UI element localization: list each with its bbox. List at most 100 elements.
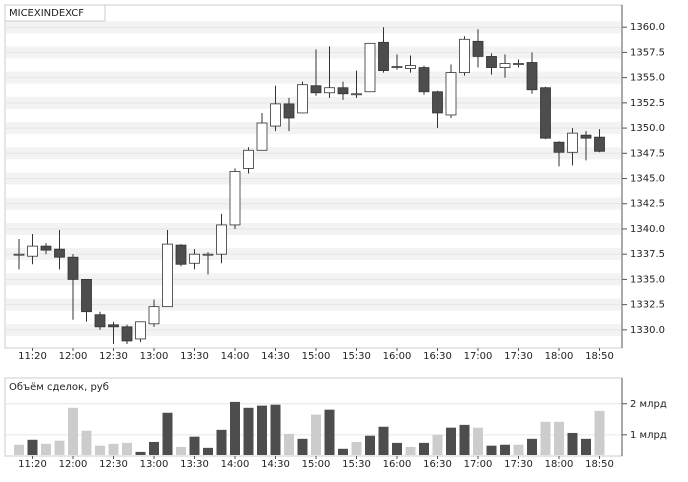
candle-body	[513, 63, 524, 65]
volume-bar	[81, 430, 92, 455]
x-tick-label: 17:30	[504, 351, 533, 362]
volume-bar	[311, 414, 321, 455]
candle-body	[297, 84, 308, 114]
x-tick-label: 16:30	[423, 351, 452, 362]
x-tick-label: 13:30	[180, 351, 209, 362]
volume-bar	[284, 433, 294, 455]
volume-bar	[419, 442, 429, 455]
candle-body	[445, 72, 457, 116]
candle-body	[594, 136, 605, 152]
candle-body	[202, 253, 214, 256]
candle-body	[27, 245, 38, 257]
volume-bar	[135, 451, 146, 455]
volume-bar	[365, 435, 375, 455]
x-tick-label: 16:30	[423, 459, 452, 470]
x-tick-label: 16:00	[383, 351, 412, 362]
candle-body	[486, 56, 497, 68]
y-tick-label: 1360.0	[630, 22, 665, 33]
y-tick-label: 1350.0	[630, 123, 665, 134]
x-tick-label: 15:30	[342, 351, 371, 362]
y-tick-label: 1345.0	[630, 174, 665, 185]
volume-bar	[446, 427, 456, 455]
candle-body	[499, 63, 511, 68]
volume-bar	[378, 426, 389, 455]
volume-bar	[189, 436, 200, 455]
x-tick-label: 12:00	[59, 459, 88, 470]
y-tick-label: 2 млрд	[630, 399, 667, 410]
x-tick-label: 14:00	[221, 351, 250, 362]
candle-body	[243, 149, 254, 169]
x-tick-label: 17:00	[464, 351, 493, 362]
candle-body	[162, 243, 173, 308]
candle-body	[94, 314, 106, 328]
y-tick-label: 1332.5	[630, 300, 665, 311]
x-tick-label: 13:00	[140, 351, 169, 362]
volume-bar	[176, 446, 186, 455]
volume-bar	[500, 444, 510, 455]
candle-body	[405, 65, 416, 69]
x-tick-label: 11:20	[18, 351, 47, 362]
volume-bar	[338, 448, 348, 455]
x-tick-label: 13:30	[180, 459, 209, 470]
volume-bar	[162, 412, 173, 455]
candle-body	[256, 122, 268, 151]
x-tick-label: 11:20	[18, 459, 47, 470]
volume-bar	[243, 407, 254, 455]
y-tick-label: 1355.0	[630, 73, 665, 84]
x-tick-label: 14:30	[261, 459, 290, 470]
volume-bar	[230, 401, 240, 455]
volume-bar	[486, 445, 497, 455]
volume-bar	[149, 441, 159, 455]
y-tick-label: 1 млрд	[630, 430, 667, 441]
volume-bar	[513, 444, 524, 455]
candle-body	[81, 279, 92, 313]
y-tick-label: 1335.0	[630, 274, 665, 285]
x-tick-label: 17:00	[464, 459, 493, 470]
candle-body	[351, 93, 362, 96]
volume-bar	[270, 404, 281, 455]
volume-bar	[297, 438, 308, 455]
volume-bar	[122, 442, 132, 455]
volume-bar	[567, 432, 578, 455]
candle-body	[67, 256, 79, 280]
volume-title: Объём сделок, руб	[9, 382, 109, 393]
x-tick-label: 14:30	[261, 351, 290, 362]
volume-bar	[351, 441, 362, 455]
candle-body	[270, 103, 281, 127]
volume-bar	[405, 446, 416, 455]
y-tick-label: 1347.5	[630, 148, 665, 159]
x-tick-label: 18:50	[585, 351, 614, 362]
volume-bar	[68, 407, 78, 455]
candle-body	[553, 141, 565, 153]
x-tick-label: 14:00	[221, 459, 250, 470]
plot-layer	[6, 21, 621, 455]
volume-bar	[27, 439, 38, 455]
y-tick-label: 1352.5	[630, 98, 665, 109]
x-tick-label: 12:00	[59, 351, 88, 362]
candle-body	[310, 85, 322, 94]
x-tick-label: 12:30	[99, 351, 128, 362]
x-tick-label: 18:00	[545, 351, 574, 362]
volume-bar	[41, 443, 51, 455]
volume-bar	[554, 421, 564, 455]
volume-bar	[392, 442, 402, 455]
candle-body	[148, 306, 160, 325]
volume-bar	[257, 405, 267, 455]
candle-body	[40, 245, 52, 251]
candle-body	[418, 67, 430, 93]
candle-body	[135, 321, 146, 340]
candle-body	[324, 87, 335, 94]
candle-body	[472, 40, 484, 57]
candle-body	[121, 326, 133, 342]
candle-body	[337, 87, 349, 95]
candle-body	[378, 41, 389, 71]
candle-body	[364, 42, 376, 93]
volume-bar	[54, 440, 65, 455]
chart-title: MICEXINDEXCF	[9, 8, 84, 19]
candle-body	[459, 38, 470, 73]
x-tick-label: 15:30	[342, 459, 371, 470]
candle-body	[175, 244, 187, 265]
volume-bar	[540, 421, 551, 455]
candle-body	[391, 66, 403, 68]
